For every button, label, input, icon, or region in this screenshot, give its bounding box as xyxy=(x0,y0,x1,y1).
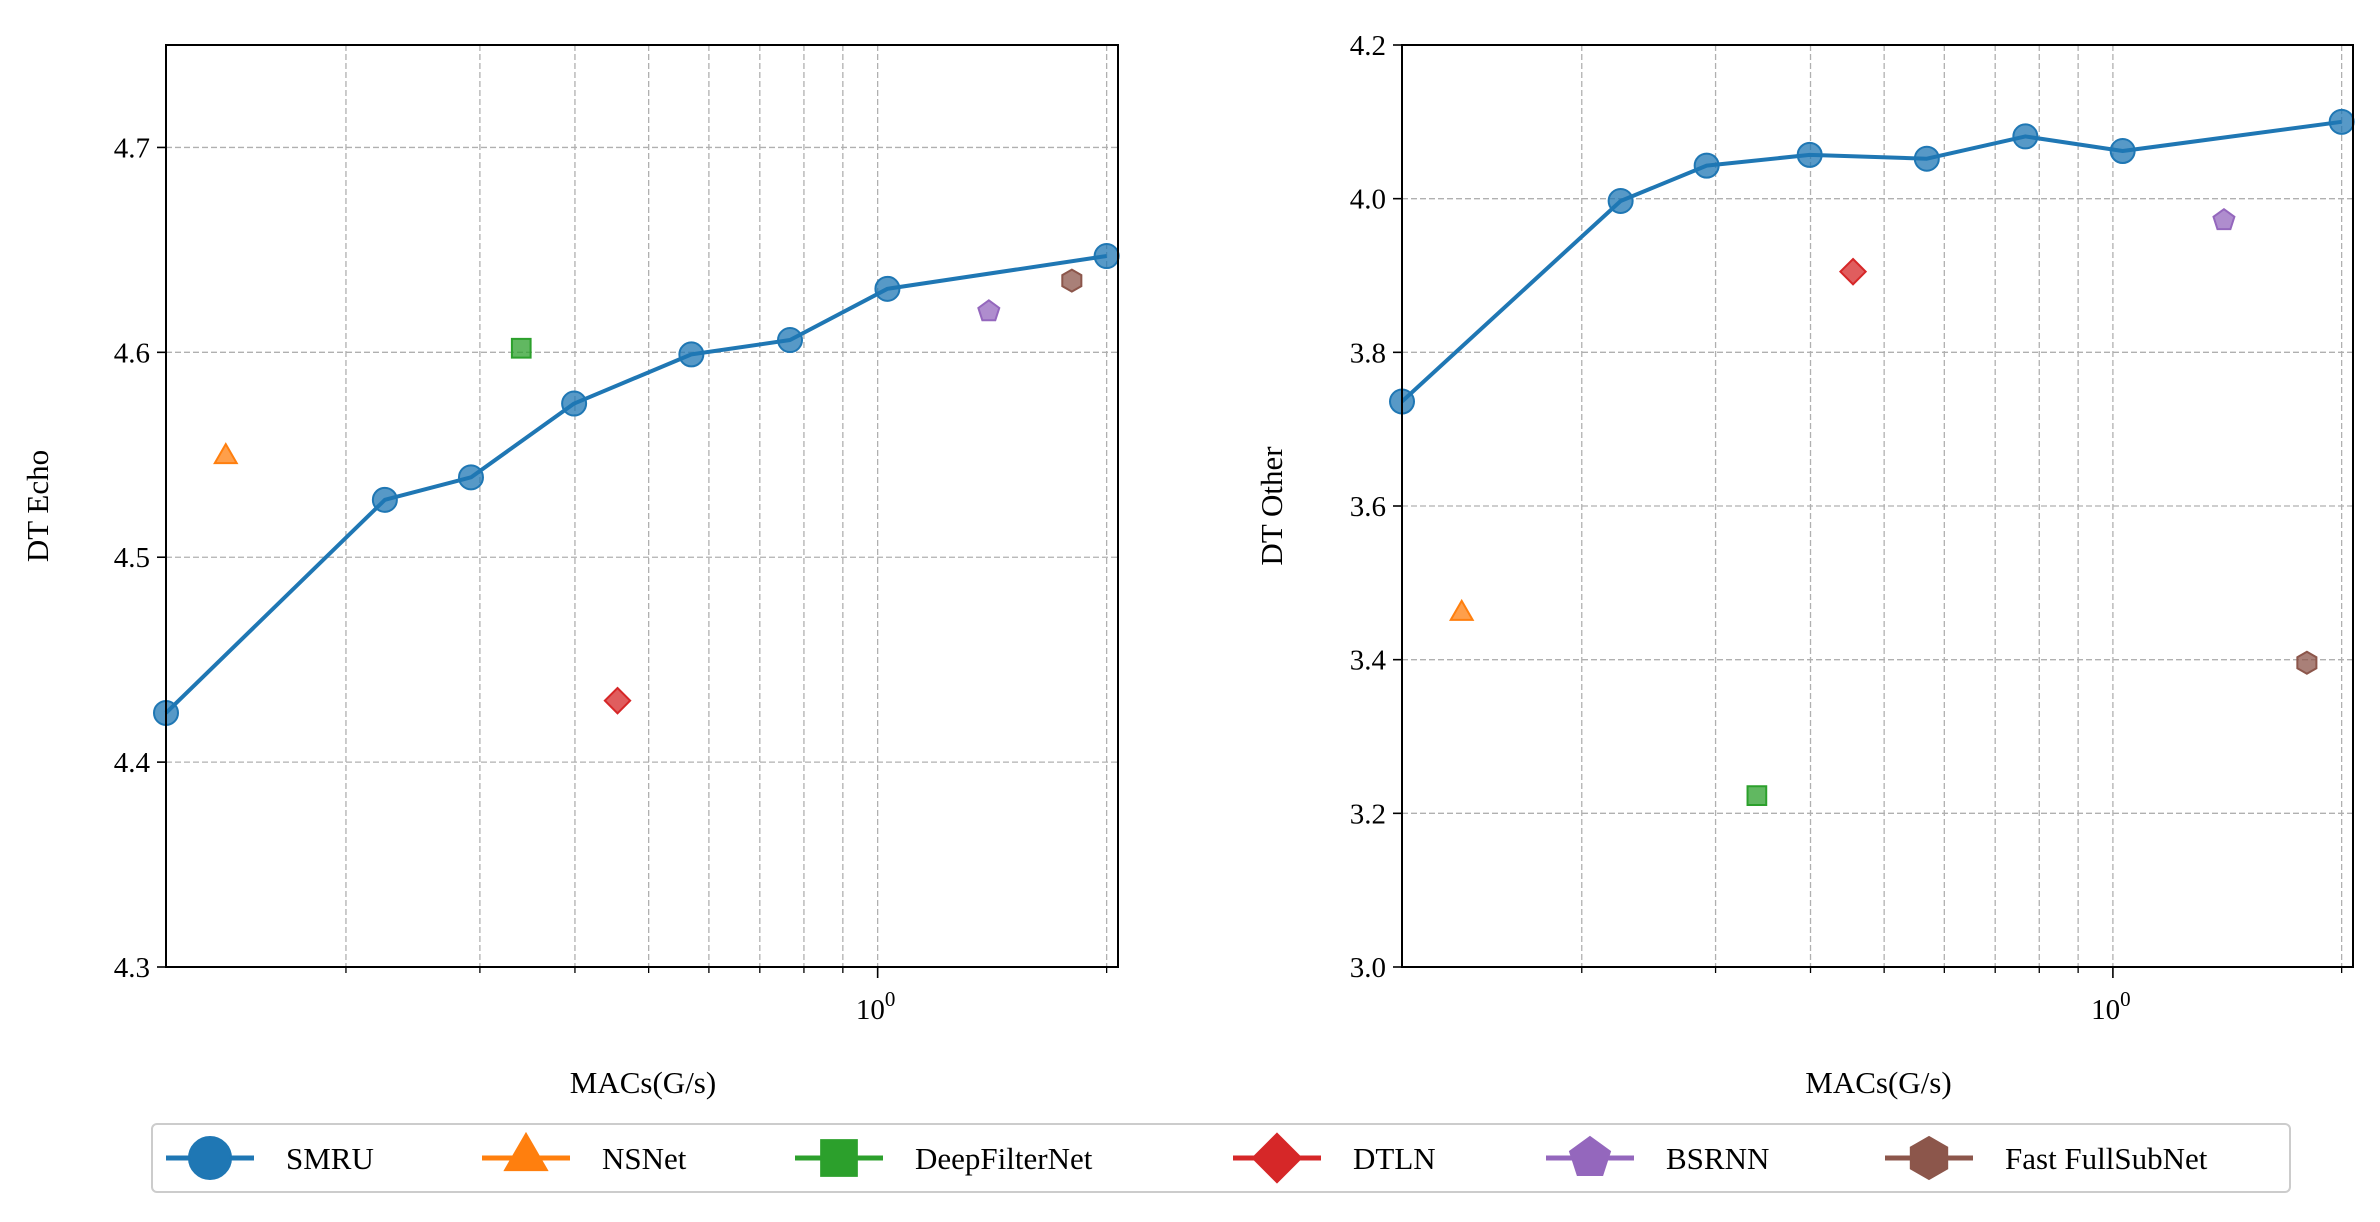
data-point-smru xyxy=(678,341,705,368)
legend-label: DTLN xyxy=(1353,1141,1436,1176)
y-axis-label: DT Echo xyxy=(20,450,55,562)
y-tick-label: 4.3 xyxy=(114,952,150,984)
y-tick-label: 3.2 xyxy=(1350,798,1386,830)
data-point-deepfilternet xyxy=(1746,785,1768,807)
x-tick-label-exponent: 0 xyxy=(885,987,896,1011)
data-point-smru xyxy=(1693,152,1720,179)
y-tick-label: 4.5 xyxy=(114,542,150,574)
data-point-smru xyxy=(2109,138,2136,165)
legend-item-fast-fullsubnet: Fast FullSubNet xyxy=(1885,1135,2208,1181)
series-smru xyxy=(153,243,1120,726)
y-tick-label: 3.0 xyxy=(1350,952,1386,984)
data-point-dtln xyxy=(603,686,632,715)
series-fast-fullsubnet xyxy=(2296,650,2318,675)
data-point-smru xyxy=(457,464,484,491)
series-bsrnn xyxy=(2212,207,2236,231)
legend-marker xyxy=(1909,1135,1949,1181)
x-tick-label: 100 xyxy=(2091,987,2131,1026)
x-tick-label-base: 10 xyxy=(856,994,885,1026)
y-tick-label: 4.0 xyxy=(1350,184,1386,216)
y-tick-label: 3.4 xyxy=(1350,645,1387,677)
legend-marker xyxy=(503,1131,549,1172)
echo-subplot: 4.3 4.4 4.5 4.6 4.7 100 MACs(G/s) DT Echo xyxy=(20,44,1120,1100)
plot-frame xyxy=(1401,44,2354,968)
data-point-nsnet xyxy=(213,442,239,465)
data-point-smru xyxy=(1093,243,1120,270)
legend: SMRU NSNet DeepFilterNet DTLN BSRNN Fast Full… xyxy=(151,1123,2291,1193)
legend-item-deepfilternet: DeepFilterNet xyxy=(795,1139,1093,1177)
data-point-nsnet xyxy=(1449,598,1475,621)
y-tick-label: 4.6 xyxy=(114,337,150,369)
other-subplot: 3.0 3.2 3.4 3.6 3.8 4.0 4.2 100 MACs(G/s) DT Othe… xyxy=(1254,30,2355,1100)
data-point-smru xyxy=(2012,123,2039,150)
series-dtln xyxy=(603,686,632,715)
data-point-deepfilternet xyxy=(510,337,532,359)
legend-frame xyxy=(151,1123,2291,1193)
y-tick-label: 3.8 xyxy=(1350,337,1386,369)
legend-item-nsnet: NSNet xyxy=(482,1131,687,1176)
data-point-smru xyxy=(777,327,804,354)
series-line-smru xyxy=(164,254,1107,715)
legend-marker xyxy=(188,1136,232,1180)
data-point-fast-fullsubnet xyxy=(1061,268,1083,293)
series-dtln xyxy=(1838,257,1868,286)
data-point-dtln xyxy=(1838,257,1868,286)
series-line-smru xyxy=(1400,119,2342,403)
data-point-smru xyxy=(874,275,901,302)
legend-label: NSNet xyxy=(602,1141,687,1176)
series-deepfilternet xyxy=(1746,785,1768,807)
series-nsnet xyxy=(1449,598,1475,621)
data-point-bsrnn xyxy=(977,299,1001,322)
y-axis-label: DT Other xyxy=(1254,446,1289,566)
plot-frame xyxy=(165,44,1119,968)
legend-label: SMRU xyxy=(286,1141,374,1176)
x-tick-label-base: 10 xyxy=(2091,994,2120,1026)
legend-item-bsrnn: BSRNN xyxy=(1546,1135,1769,1176)
data-point-smru xyxy=(2328,108,2355,135)
legend-label: BSRNN xyxy=(1666,1141,1769,1176)
legend-item-dtln: DTLN xyxy=(1233,1132,1436,1184)
x-axis-label: MACs(G/s) xyxy=(1805,1065,1951,1100)
data-point-smru xyxy=(371,486,398,513)
data-point-smru xyxy=(1607,187,1634,214)
series-bsrnn xyxy=(977,299,1001,322)
data-point-smru xyxy=(1913,145,1940,172)
series-deepfilternet xyxy=(510,337,532,359)
data-point-fast-fullsubnet xyxy=(2296,650,2318,675)
series-smru xyxy=(1389,108,2355,415)
data-point-smru xyxy=(561,390,588,417)
series-nsnet xyxy=(213,442,239,465)
x-tick-label-exponent: 0 xyxy=(2120,987,2131,1011)
y-tick-label: 4.2 xyxy=(1350,30,1386,62)
data-point-bsrnn xyxy=(2212,207,2236,231)
x-tick-label: 100 xyxy=(856,987,896,1026)
legend-marker xyxy=(1251,1132,1303,1184)
legend-marker xyxy=(1568,1135,1612,1176)
legend-label: Fast FullSubNet xyxy=(2005,1141,2208,1176)
y-tick-label: 3.6 xyxy=(1350,491,1386,523)
legend-label: DeepFilterNet xyxy=(915,1141,1093,1176)
series-fast-fullsubnet xyxy=(1061,268,1083,293)
legend-item-smru: SMRU xyxy=(166,1136,374,1180)
y-tick-label: 4.7 xyxy=(114,132,150,164)
data-point-smru xyxy=(1796,141,1823,168)
legend-marker xyxy=(820,1139,858,1177)
y-tick-label: 4.4 xyxy=(114,747,151,779)
x-axis-label: MACs(G/s) xyxy=(570,1065,716,1100)
